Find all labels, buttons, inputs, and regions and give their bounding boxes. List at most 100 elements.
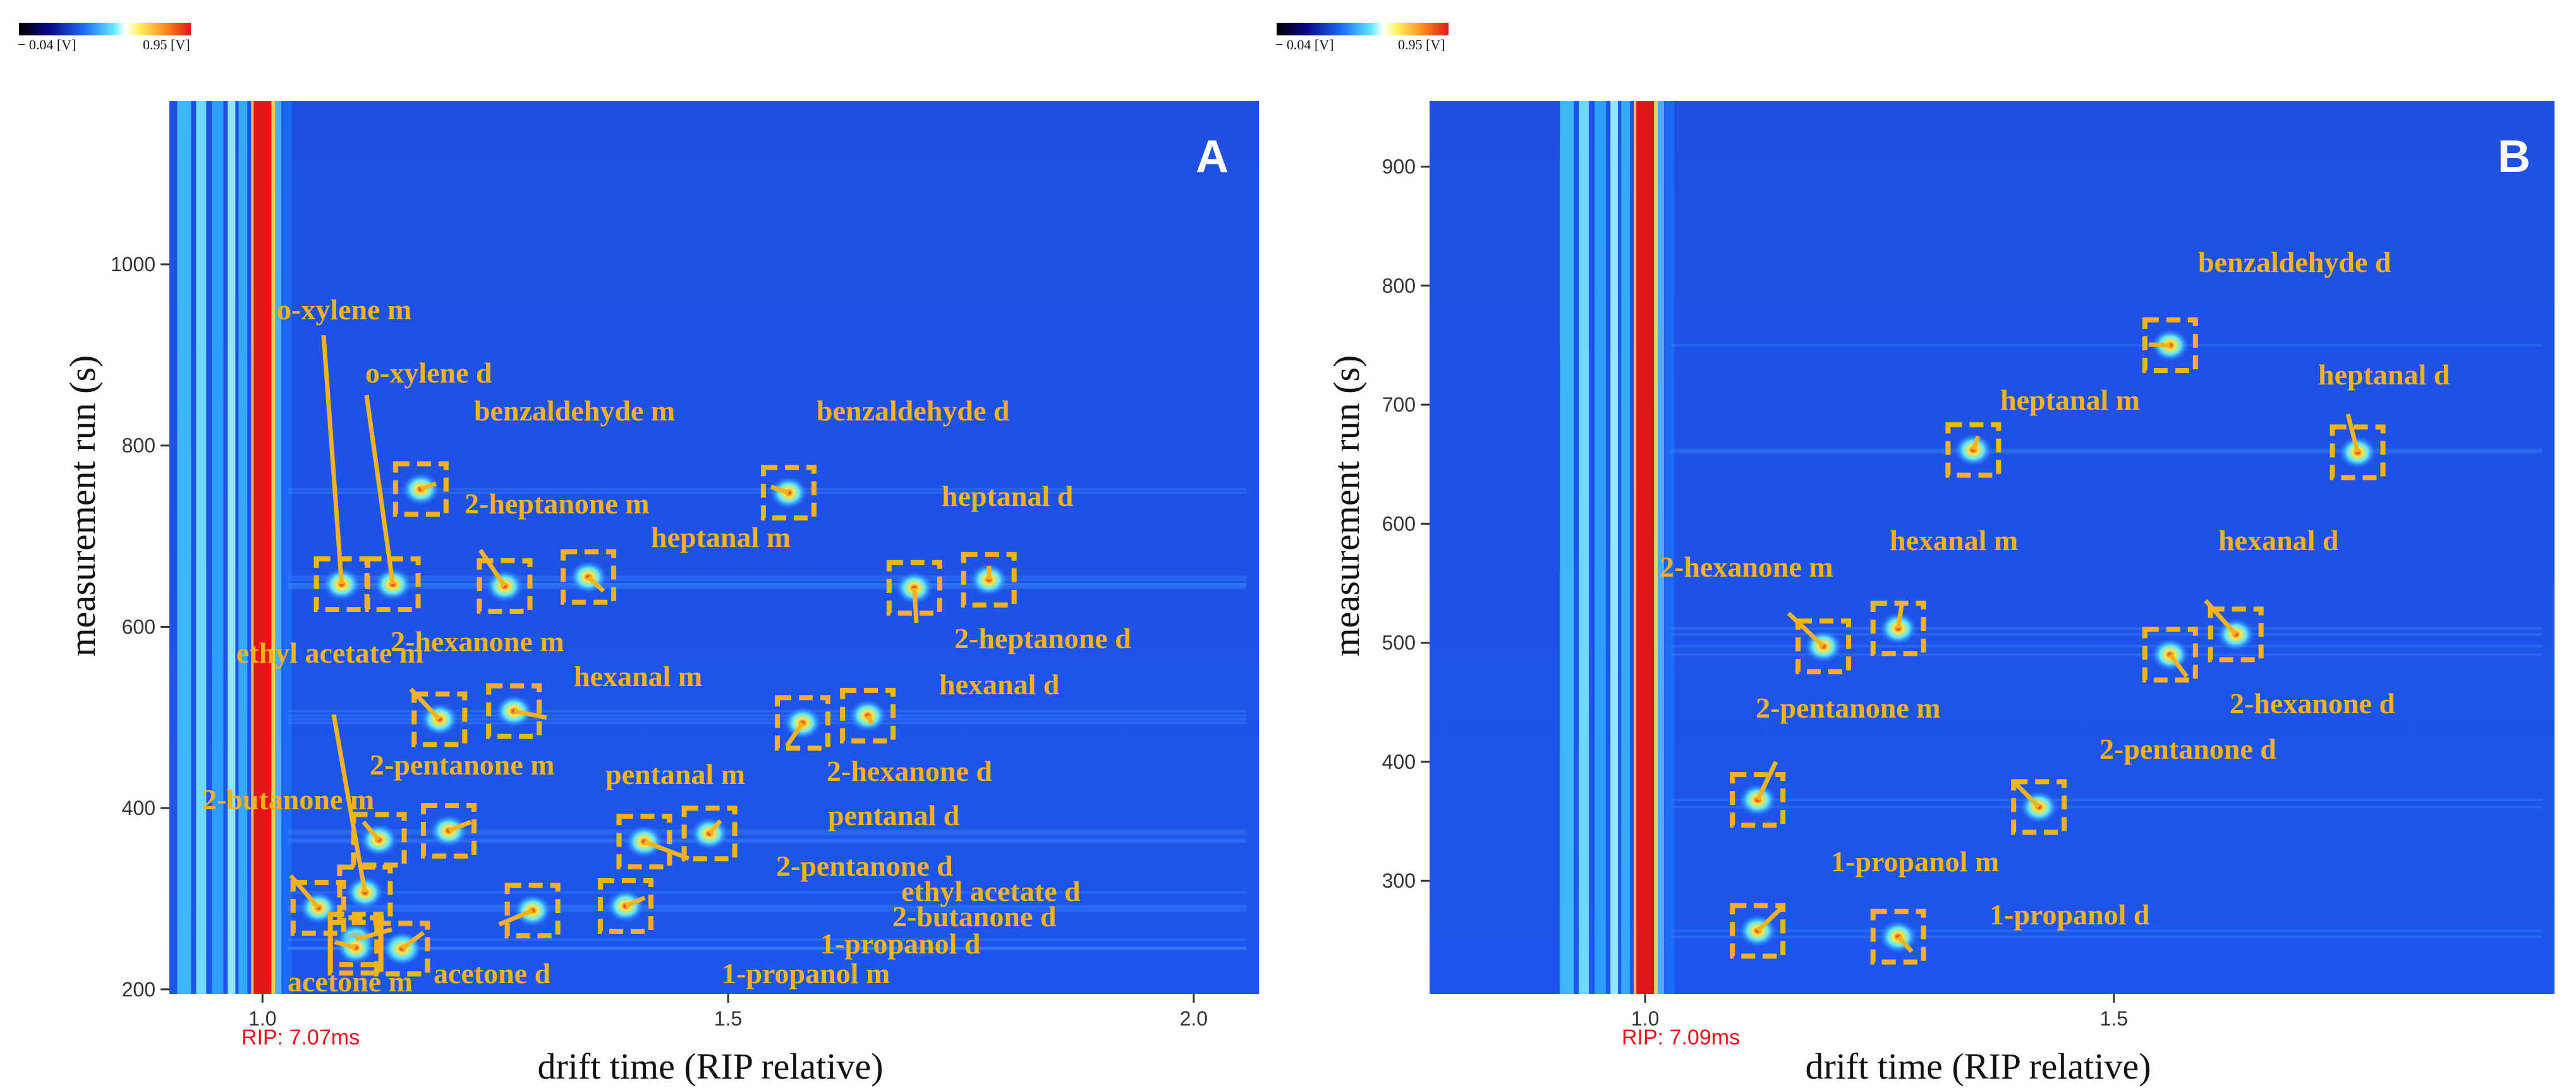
panel-b-streak [1670, 633, 2542, 636]
panel-b-ytick-label: 600 [1382, 512, 1416, 535]
panel-a-leader-ethyl-acetate-m [331, 714, 367, 893]
panel-a-label-2-heptanone-m: 2-heptanone m [465, 487, 650, 520]
colorbar-b-gradient [1277, 23, 1449, 35]
panel-b-label-2-hexanone-m: 2-hexanone m [1660, 551, 1833, 583]
panel-b-label-1-propanol-d: 1-propanol d [1990, 898, 2150, 931]
panel-a-rip-stripe [196, 101, 207, 994]
panel-a-label-acetone-m: acetone m [288, 965, 413, 998]
colorbar-b-min: − 0.04 [V] [1275, 37, 1334, 52]
panel-b-rip-stripe [1610, 101, 1619, 994]
panel-b-ytick-label: 400 [1382, 750, 1416, 773]
panel-a-leader-hexanal-m [513, 709, 547, 720]
panel-a-x-axis-label: drift time (RIP relative) [537, 1046, 883, 1087]
panel-a-box-ethyl-acetate-d [598, 878, 654, 934]
panel-a-streak [288, 709, 1246, 713]
panel-b-leader-hexanal-m [1896, 600, 1905, 629]
panel-b-letter: B [2498, 132, 2530, 182]
panel-a-streak [288, 584, 1246, 587]
colorbar-a-gradient [19, 23, 191, 35]
panel-a-ytick-label: 800 [122, 434, 155, 457]
panel-b-box-1-propanol-d [1870, 909, 1926, 965]
panel-b-streak [1670, 799, 2542, 802]
panel-b-leader-2-hexanone-m [1787, 611, 1825, 648]
panel-a-streak [288, 721, 1246, 725]
panel-b-leader-2-pentanone-d [2014, 782, 2041, 809]
panel-a-label-2-pentanone-m: 2-pentanone m [370, 749, 555, 781]
panel-a-label-2-butanone-m: 2-butanone m [202, 783, 374, 816]
panel-a-streak [288, 832, 1246, 835]
panel-b-streak [1670, 805, 2542, 809]
panel-a-rip-stripe [212, 101, 224, 994]
panel-a-streak [288, 578, 1246, 581]
panel-a-label-2-pentanone-d: 2-pentanone d [776, 850, 953, 882]
panel-a-rip-stripe [228, 101, 236, 994]
panel-b-rip-stripe [1560, 101, 1574, 994]
panel-a-box-hexanal-d [840, 687, 896, 744]
panel-a-box-heptanal-d [961, 551, 1017, 608]
panel-a-label-ethyl-acetate-m: ethyl acetate m [236, 637, 423, 669]
panel-b-streak [1670, 935, 2542, 938]
panel-a-leader-2-butanone-m [289, 874, 320, 910]
panel-b-box-hexanal-d [2208, 606, 2264, 663]
panel-a-streak [288, 583, 1246, 586]
panel-b-leader-heptanal-m [1971, 435, 1981, 451]
panel-b-label-benzaldehyde-d: benzaldehyde d [2198, 246, 2391, 278]
panel-a-box-pentanal-m [421, 802, 477, 859]
panel-a-xtick-label: 2.0 [1180, 1007, 1208, 1030]
panel-a-ytick-label: 1000 [111, 253, 155, 276]
panel-a-streak [288, 575, 1246, 579]
panel-a-leader-2-pentanone-m [361, 820, 381, 842]
panel-a-y-ticks: 200 400 600 800 1000 [111, 253, 169, 1001]
panel-a-leader-2-hexanone-m [409, 687, 441, 721]
panel-a-xtick-label: 1.0 [248, 1007, 276, 1030]
panel-a-label-2-heptanone-d: 2-heptanone d [954, 622, 1131, 654]
panel-b-leader-2-pentanone-m [1756, 761, 1778, 801]
panel-b-rip-stripe [1658, 101, 1665, 994]
panel-a-label-1-propanol-m: 1-propanol m [722, 957, 890, 989]
panel-b-leader-1-propanol-d [1897, 935, 1914, 953]
panel-b-rip-label: RIP: 7.09ms [1622, 1026, 1740, 1050]
colorbar-a-min: − 0.04 [V] [18, 37, 76, 52]
panel-a-leader-ethyl-acetate-d [624, 895, 646, 909]
panel-a-leader-lines [289, 334, 992, 951]
panel-a-streak [288, 838, 1246, 842]
panel-a-streak [288, 586, 1246, 589]
panel-b-rip-stripe [1579, 101, 1589, 994]
panel-a-leader-1-propanol-d [401, 931, 425, 951]
panel-a-streak [288, 938, 1246, 941]
panel-b-streak [1670, 653, 2542, 656]
panel-b-box-benzaldehyde-d [2142, 317, 2198, 373]
colorbar-b-max: 0.95 [V] [1398, 37, 1445, 52]
panel-a-leader-2-butanone-d [498, 908, 534, 927]
panel-b-label-hexanal-m: hexanal m [1890, 524, 2018, 556]
panel-b-ytick-label: 900 [1382, 156, 1416, 178]
panel-a-label-1-propanol-d: 1-propanol d [820, 928, 981, 960]
panel-a-label-heptanal-d: heptanal d [942, 480, 1074, 512]
panel-b-peak-labels: benzaldehyde d heptanal m heptanal d 2-hexa… [1660, 246, 2450, 931]
panel-b-box-2-hexanone-m [1795, 618, 1851, 675]
panel-a-x-ticks: 1.0 1.5 2.0 [248, 994, 1208, 1030]
panel-a-peak-labels: o-xylene m o-xylene d benzaldehyde m 2-hept… [202, 293, 1131, 998]
panel-b-streak [1670, 451, 2542, 454]
panel-a-leader-pentanal-m [447, 819, 472, 833]
panel-a-label-hexanal-m: hexanal m [574, 660, 702, 692]
panel-a: o-xylene m o-xylene d benzaldehyde m 2-hept… [62, 101, 1259, 1087]
panel-b-box-2-hexanone-d [2142, 627, 2198, 683]
panel-a-box-benzaldehyde-m [392, 461, 449, 517]
panel-a-streak [288, 718, 1246, 721]
panel-a-streak [288, 946, 1246, 949]
panel-a-rip-label: RIP: 7.07ms [241, 1026, 360, 1050]
panel-b-streak [1670, 448, 2542, 451]
panel-b-leader-heptanal-d [2345, 413, 2360, 453]
panel-a-leader-acetone-d [400, 944, 406, 950]
panel-a-label-benzaldehyde-m: benzaldehyde m [474, 395, 675, 427]
panel-a-leader-o-xylene-m [321, 334, 344, 585]
panel-b-y-axis-label: measurement run (s) [1326, 355, 1367, 657]
panel-a-box-acetone-m [327, 919, 384, 976]
panel-b-x-axis-label: drift time (RIP relative) [1805, 1046, 2151, 1087]
panel-a-ytick-label: 600 [122, 615, 155, 638]
panel-a-streak [288, 829, 1246, 832]
panel-b-rip-stripe [1595, 101, 1607, 994]
panel-b-y-ticks: 300 400 500 600 700 800 900 [1382, 156, 1430, 892]
